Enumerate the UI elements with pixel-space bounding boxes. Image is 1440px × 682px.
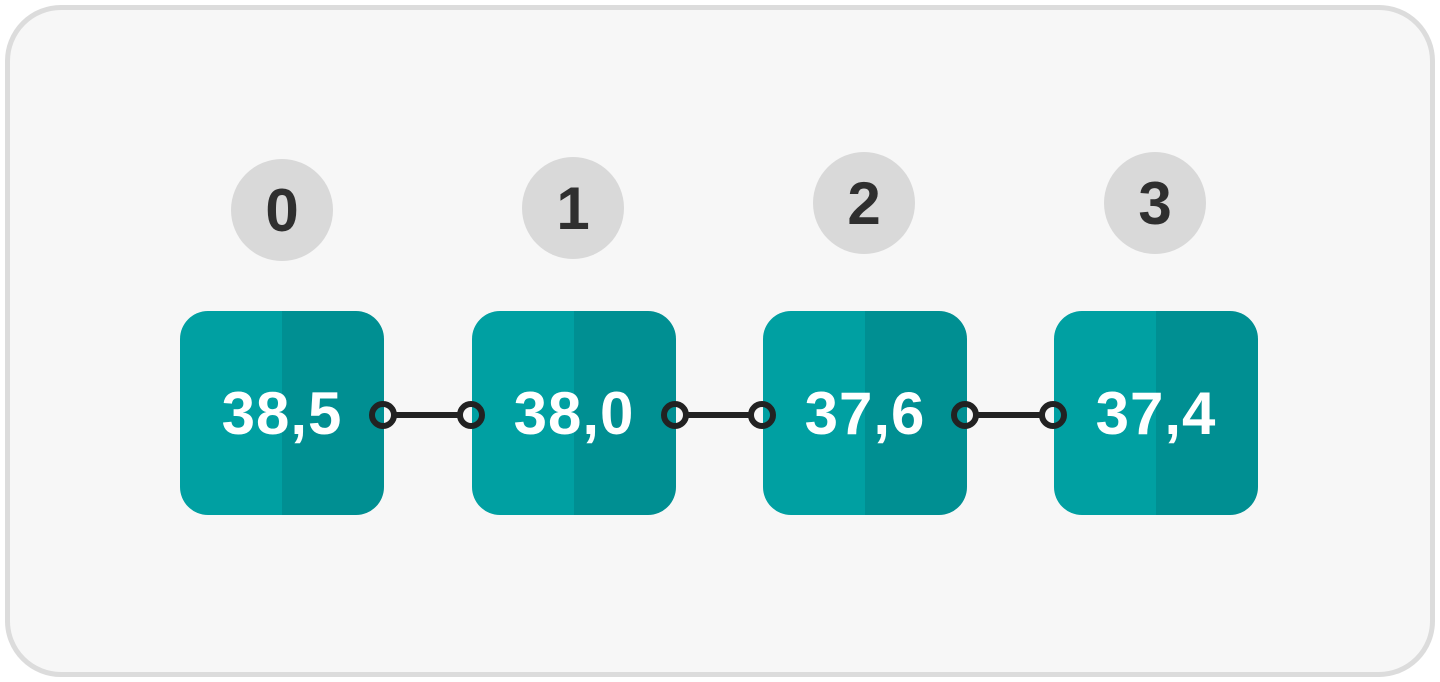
index-label-0: 0 bbox=[265, 176, 299, 244]
list-node-0: 38,5 bbox=[180, 311, 384, 515]
index-label-2: 2 bbox=[847, 169, 881, 237]
list-node-3: 37,4 bbox=[1054, 311, 1258, 515]
index-badge-2: 2 bbox=[813, 152, 915, 254]
index-badge-0: 0 bbox=[231, 159, 333, 261]
index-badge-1: 1 bbox=[522, 157, 624, 259]
node-value-3: 37,4 bbox=[1095, 379, 1217, 447]
index-badge-3: 3 bbox=[1104, 152, 1206, 254]
index-label-1: 1 bbox=[556, 174, 590, 242]
node-value-2: 37,6 bbox=[804, 379, 926, 447]
list-node-1: 38,0 bbox=[472, 311, 676, 515]
node-value-1: 38,0 bbox=[513, 379, 635, 447]
node-value-0: 38,5 bbox=[221, 379, 343, 447]
list-node-2: 37,6 bbox=[763, 311, 967, 515]
index-label-3: 3 bbox=[1138, 169, 1172, 237]
